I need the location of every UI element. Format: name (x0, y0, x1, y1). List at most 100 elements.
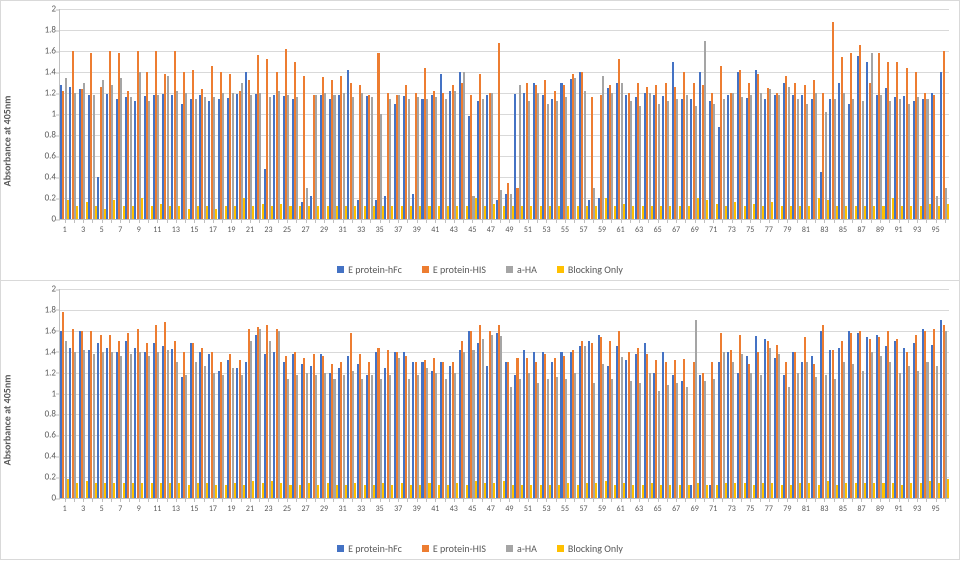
bar (500, 336, 502, 498)
bar (649, 93, 651, 219)
y-tick-label: 0.2 (26, 193, 56, 204)
x-tick-label: 53 (542, 225, 550, 235)
bar (176, 362, 178, 498)
x-tick-mark (667, 219, 668, 223)
legend-item: E protein-hFc (337, 542, 402, 555)
x-tick-label: 25 (283, 225, 291, 235)
x-tick-mark (259, 219, 260, 223)
x-tick-mark (778, 219, 779, 223)
bar (315, 375, 317, 498)
x-tick-label: 67 (672, 225, 680, 235)
x-tick-label: 65 (654, 225, 662, 235)
y-tick-label: 0.4 (26, 172, 56, 183)
x-tick-mark (769, 219, 770, 223)
x-tick-mark (231, 219, 232, 223)
category-group (588, 289, 597, 498)
bar (574, 373, 576, 498)
x-tick-label: 79 (783, 225, 791, 235)
bar (352, 97, 354, 219)
category-group (292, 289, 301, 498)
category-group (551, 9, 560, 219)
x-tick-label: 73 (728, 504, 736, 514)
x-tick-mark (704, 498, 705, 502)
bar (417, 97, 419, 219)
x-tick-mark (213, 219, 214, 223)
x-tick-label: 73 (728, 225, 736, 235)
x-tick-mark (213, 498, 214, 502)
x-tick-mark (556, 219, 557, 223)
category-group (69, 289, 78, 498)
x-tick-label: 63 (635, 225, 643, 235)
bar (880, 95, 882, 219)
category-group (885, 289, 894, 498)
bar (315, 95, 317, 219)
x-tick-label: 7 (118, 504, 122, 514)
x-tick-label: 19 (227, 225, 235, 235)
bar (232, 93, 234, 219)
bar (806, 362, 808, 498)
bar (296, 375, 298, 498)
x-tick-label: 61 (617, 504, 625, 514)
category-group (458, 289, 467, 498)
x-tick-label: 3 (81, 504, 85, 514)
x-tick-label: 43 (450, 225, 458, 235)
x-tick-label: 65 (654, 504, 662, 514)
category-group: 93 (912, 289, 921, 498)
bar (306, 373, 308, 498)
category-group (329, 289, 338, 498)
x-tick-mark (250, 498, 251, 502)
bar (815, 377, 817, 498)
x-tick-label: 95 (932, 225, 940, 235)
x-tick-label: 17 (209, 504, 217, 514)
bar (713, 379, 715, 498)
legend-swatch (422, 545, 429, 552)
x-tick-mark (120, 498, 121, 502)
legend-swatch (506, 266, 513, 273)
x-tick-mark (546, 498, 547, 502)
category-group: 7 (116, 9, 125, 219)
bar (343, 93, 345, 219)
category-group (236, 289, 245, 498)
bar (528, 373, 530, 498)
x-tick-mark (584, 219, 585, 223)
bar (547, 104, 549, 220)
x-tick-mark (769, 498, 770, 502)
bar (584, 346, 586, 498)
category-group (88, 9, 97, 219)
x-tick-mark (565, 498, 566, 502)
x-tick-label: 85 (839, 504, 847, 514)
category-group: 13 (171, 289, 180, 498)
category-group: 87 (857, 289, 866, 498)
bar (130, 354, 132, 498)
bar (584, 91, 586, 219)
x-tick-mark (584, 498, 585, 502)
x-tick-label: 9 (137, 504, 141, 514)
x-tick-mark (74, 498, 75, 502)
bar (371, 97, 373, 219)
bar (806, 104, 808, 220)
x-tick-label: 57 (579, 504, 587, 514)
x-tick-mark (648, 498, 649, 502)
x-tick-label: 89 (876, 225, 884, 235)
y-tick-label: 1.2 (26, 367, 56, 378)
bar (371, 375, 373, 498)
category-group (440, 289, 449, 498)
y-tick-label: 2 (26, 4, 56, 15)
x-tick-mark (861, 219, 862, 223)
legend-label: E protein-hFc (348, 263, 402, 276)
y-tick-label: 0.4 (26, 451, 56, 462)
x-tick-mark (407, 498, 408, 502)
x-tick-label: 7 (118, 225, 122, 235)
x-tick-label: 15 (190, 225, 198, 235)
bar (908, 104, 910, 220)
category-group: 95 (931, 289, 940, 498)
category-group (773, 9, 782, 219)
x-tick-label: 21 (246, 225, 254, 235)
x-tick-label: 39 (413, 225, 421, 235)
bar (547, 379, 549, 498)
bar (250, 95, 252, 219)
category-group (866, 9, 875, 219)
category-group: 77 (764, 289, 773, 498)
bar (639, 106, 641, 219)
bar (157, 95, 159, 219)
